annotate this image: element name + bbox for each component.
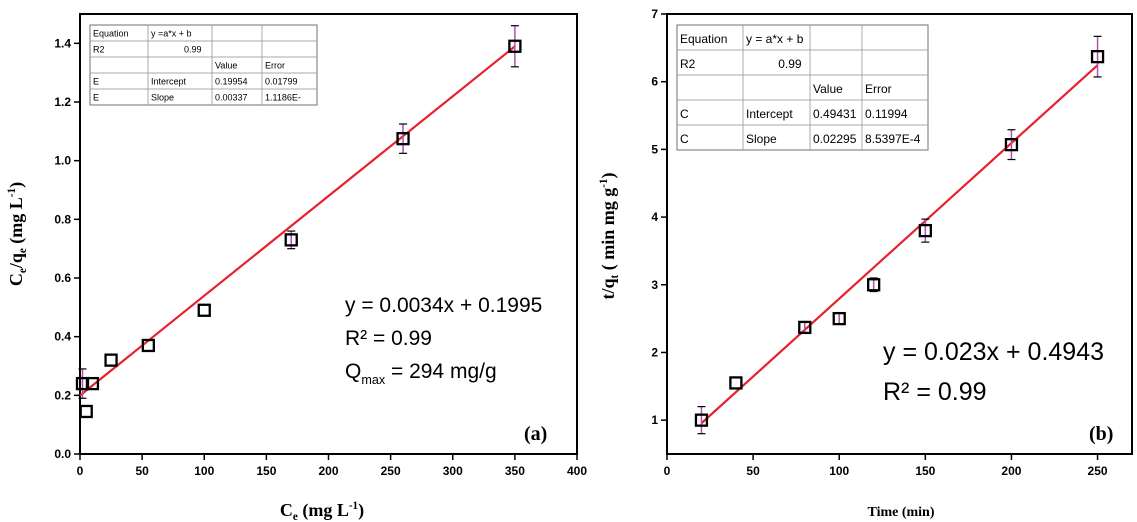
data-point <box>104 353 118 367</box>
y-axis-title: t/qt ( min mg g-1) <box>598 172 621 299</box>
stats-table-text: Intercept <box>746 107 793 121</box>
stats-table-text: 0.11994 <box>865 107 908 121</box>
stats-table: Equation y =a*x + b R2 0.99 Value Error E Inter… <box>89 24 318 106</box>
stats-table-text: R2 <box>93 45 105 55</box>
x-tick-label: 50 <box>135 464 149 478</box>
x-tick-label: 250 <box>381 464 401 478</box>
x-tick-label: 100 <box>829 464 849 478</box>
data-point <box>197 303 211 317</box>
data-point <box>85 376 100 391</box>
y-tick-label: 0.6 <box>54 271 71 285</box>
y-tick-label: 1.4 <box>54 36 71 50</box>
fit-line <box>79 45 516 397</box>
data-point <box>867 278 881 292</box>
x-tick-label: 50 <box>746 464 760 478</box>
data-point <box>508 39 522 53</box>
stats-table-text: Equation <box>680 32 727 46</box>
chart-panel-a: 0 50 100 150 200 250 300 350 400 0.0 0.2 0.4 0.6 0.8 1… <box>6 13 587 522</box>
stats-table-text: y =a*x + b <box>151 29 192 39</box>
stats-table: Equation y = a*x + b R2 0.99 Value Error C Inte… <box>676 24 929 151</box>
data-point <box>832 311 846 326</box>
y-tick-label: 7 <box>651 7 658 21</box>
stats-table-text: 0.19954 <box>215 77 248 87</box>
stats-table-text: Slope <box>746 132 777 146</box>
data-point <box>396 132 410 146</box>
y-tick-label: 1.2 <box>54 95 71 109</box>
stats-table-text: C <box>680 132 689 146</box>
stats-table-text: 0.99 <box>184 45 202 55</box>
data-point <box>1004 137 1019 152</box>
fit-equation: y = 0.023x + 0.4943 <box>883 338 1104 366</box>
y-tick-label: 0.8 <box>54 212 71 226</box>
r-squared: R² = 0.99 <box>345 327 432 350</box>
chart-panel-b: 0 50 100 150 200 250 1 2 3 4 5 6 7 Equation y = a*x + … <box>598 7 1133 520</box>
stats-table-text: E <box>93 93 99 103</box>
data-point <box>141 338 155 353</box>
x-tick-label: 150 <box>915 464 935 478</box>
data-point <box>694 413 709 427</box>
y-tick-label: 5 <box>651 142 658 156</box>
y-tick-label: 4 <box>651 210 658 224</box>
stats-table-text: y = a*x + b <box>746 32 804 46</box>
stats-table-text: Equation <box>93 29 129 39</box>
fit-line <box>700 64 1099 425</box>
stats-table-text: 0.00337 <box>215 93 248 103</box>
stats-table-cell <box>861 124 929 151</box>
stats-table-text: E <box>93 77 99 87</box>
stats-table-text: Intercept <box>151 77 187 87</box>
stats-table-text: C <box>680 107 689 121</box>
stats-table-text: Value <box>813 82 843 96</box>
x-tick-label: 200 <box>1001 464 1021 478</box>
fit-equation: y = 0.0034x + 0.1995 <box>345 294 542 317</box>
data-point <box>918 223 932 238</box>
panel-label: (b) <box>1089 423 1113 445</box>
x-tick-label: 400 <box>567 464 587 478</box>
x-tick-label: 200 <box>318 464 338 478</box>
stats-table-text: R2 <box>680 57 696 71</box>
stats-table-text: 1.1186E- <box>265 93 301 103</box>
x-tick-label: 0 <box>664 464 671 478</box>
data-point <box>798 320 812 335</box>
stats-table-text: Value <box>215 61 237 71</box>
y-tick-label: 6 <box>651 75 658 89</box>
data-point <box>1090 49 1105 64</box>
stats-table-text: 0.02295 <box>813 132 857 146</box>
y-tick-label: 2 <box>651 345 658 359</box>
stats-table-text: 0.49431 <box>813 107 857 121</box>
x-tick-label: 0 <box>77 464 84 478</box>
y-axis-title: Ce/qe (mg L-1) <box>6 182 29 286</box>
plot-frame <box>666 13 1133 455</box>
stats-table-cell <box>261 88 318 106</box>
x-tick-label: 350 <box>505 464 525 478</box>
stats-table-border <box>89 24 318 106</box>
stats-table-text: 0.99 <box>778 57 802 71</box>
x-tick-label: 100 <box>194 464 214 478</box>
panel-label: (a) <box>524 423 547 445</box>
y-tick-label: 0.4 <box>54 330 71 344</box>
stats-table-text: 0.01799 <box>265 77 298 87</box>
x-axis-title: Ce (mg L-1) <box>280 500 364 522</box>
x-tick-label: 250 <box>1088 464 1108 478</box>
x-tick-label: 150 <box>256 464 276 478</box>
y-tick-label: 0.0 <box>54 447 71 461</box>
r-squared: R² = 0.99 <box>883 378 987 406</box>
stats-table-text: Error <box>265 61 285 71</box>
y-tick-label: 1 <box>651 413 658 427</box>
x-axis-title: Time (min) <box>867 505 934 520</box>
data-point <box>729 376 743 390</box>
data-point <box>284 233 298 247</box>
stats-table-text: 8.5397E-4 <box>865 132 921 146</box>
stats-table-text: Slope <box>151 93 174 103</box>
data-point <box>79 404 93 419</box>
y-tick-label: 0.2 <box>54 388 71 402</box>
qmax-annotation: Qmax = 294 mg/g <box>345 360 497 387</box>
stats-table-text: Error <box>865 82 892 96</box>
y-tick-label: 3 <box>651 278 658 292</box>
y-tick-label: 1.0 <box>54 154 71 168</box>
x-tick-label: 300 <box>443 464 463 478</box>
